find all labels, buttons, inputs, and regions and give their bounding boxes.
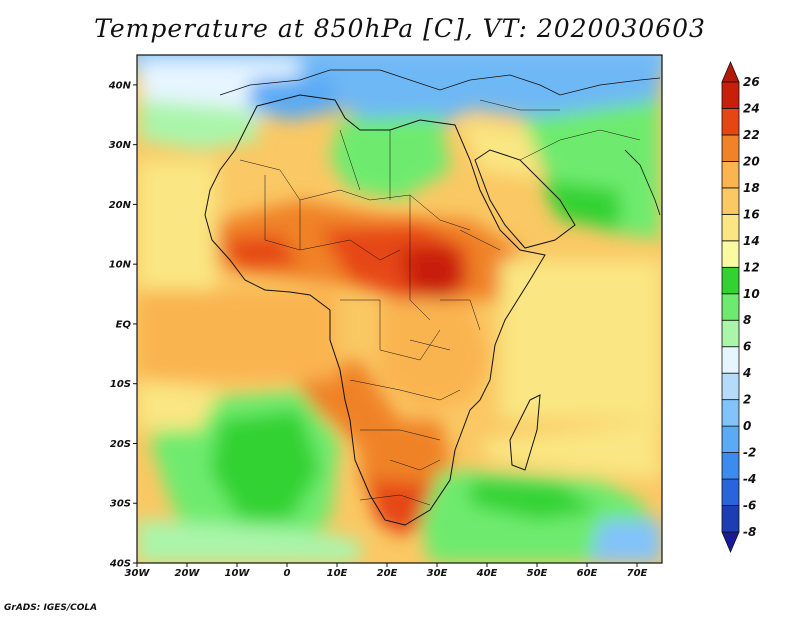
lon-tick-label: 70E xyxy=(627,568,648,579)
colorbar-swatch xyxy=(721,134,740,162)
colorbar-swatch xyxy=(721,161,740,189)
colorbar-level-label: 10 xyxy=(743,287,760,301)
colorbar-swatch xyxy=(721,399,740,427)
country-borders xyxy=(239,99,641,506)
colorbar-level-label: -6 xyxy=(743,499,756,513)
colorbar-level-label: 18 xyxy=(743,181,760,195)
colorbar-swatch xyxy=(721,346,740,374)
colorbar-max-triangle xyxy=(721,60,740,83)
colorbar-level-label: 24 xyxy=(743,101,760,115)
colorbar-level-label: 22 xyxy=(743,128,760,142)
lon-tick-label: 0 xyxy=(284,568,291,579)
madagascar-coastline xyxy=(509,394,541,471)
lon-tick-label: 50E xyxy=(527,568,548,579)
colorbar-level-label: 26 xyxy=(743,75,760,89)
map-title: Temperature at 850hPa [C], VT: 202003060… xyxy=(94,14,706,43)
colorbar-swatch xyxy=(721,187,740,215)
colorbar-swatch xyxy=(721,266,740,295)
colorbar-swatch xyxy=(721,240,740,268)
colorbar-swatch xyxy=(721,293,740,321)
lon-tick-label: 10E xyxy=(327,568,348,579)
lat-tick-label: 30N xyxy=(109,140,132,151)
colorbar-swatch xyxy=(721,213,740,242)
colorbar-swatch xyxy=(721,452,740,480)
colorbar-swatch xyxy=(721,372,740,401)
colorbar-min-triangle xyxy=(721,531,740,554)
colorbar-level-label: 14 xyxy=(743,234,760,248)
india-coastline xyxy=(624,149,661,216)
longitude-axis: 30W 20W 10W 0 10E 20E 30E 40E 50E 60E 70E xyxy=(125,563,648,579)
colorbar-swatch xyxy=(721,319,740,348)
europe-coastline xyxy=(219,69,661,96)
colorbar-level-label: 6 xyxy=(743,340,751,354)
colorbar-swatch xyxy=(721,478,740,506)
lat-tick-label: 20N xyxy=(109,200,132,211)
colorbar-swatch xyxy=(721,425,740,453)
lon-tick-label: 10W xyxy=(225,568,251,579)
colorbar-level-label: 4 xyxy=(742,366,751,380)
africa-coastline xyxy=(204,94,546,526)
colorbar-level-label: 0 xyxy=(743,419,751,433)
colorbar-level-label: 8 xyxy=(743,313,751,327)
lon-tick-label: 30E xyxy=(427,568,448,579)
lon-tick-label: 20W xyxy=(175,568,201,579)
latitude-axis: 40N 30N 20N 10N EQ 10S 20S 30S 40S xyxy=(108,80,137,570)
lat-tick-label: 30S xyxy=(110,499,131,510)
colorbar-level-label: 12 xyxy=(743,260,760,274)
colorbar-level-label: 16 xyxy=(743,207,760,221)
colorbar-swatch xyxy=(721,505,740,533)
colorbar-level-label: 2 xyxy=(743,393,751,407)
lon-tick-label: 20E xyxy=(377,568,398,579)
coastlines xyxy=(204,69,661,526)
lon-tick-label: 40E xyxy=(476,568,498,579)
temperature-field xyxy=(137,55,662,563)
colorbar-swatch xyxy=(721,81,740,109)
lat-tick-label: 40N xyxy=(108,80,132,91)
plot-frame xyxy=(136,54,663,564)
colorbar-level-label: 20 xyxy=(743,154,760,168)
colorbar-level-label: -4 xyxy=(743,472,756,486)
grads-credit: GrADS: IGES/COLA xyxy=(4,603,98,613)
lat-tick-label: 40S xyxy=(109,559,131,570)
lat-tick-label: 10S xyxy=(110,379,131,390)
arabia-coastline xyxy=(474,149,576,249)
colorbar-level-label: -2 xyxy=(743,446,756,460)
lat-tick-label: EQ xyxy=(116,319,132,330)
colorbar-level-label: -8 xyxy=(743,525,756,539)
lat-tick-label: 10N xyxy=(109,260,132,271)
lon-tick-label: 30W xyxy=(125,568,151,579)
lon-tick-label: 60E xyxy=(577,568,598,579)
colorbar-swatch xyxy=(721,108,740,136)
lat-tick-label: 20S xyxy=(110,439,131,450)
